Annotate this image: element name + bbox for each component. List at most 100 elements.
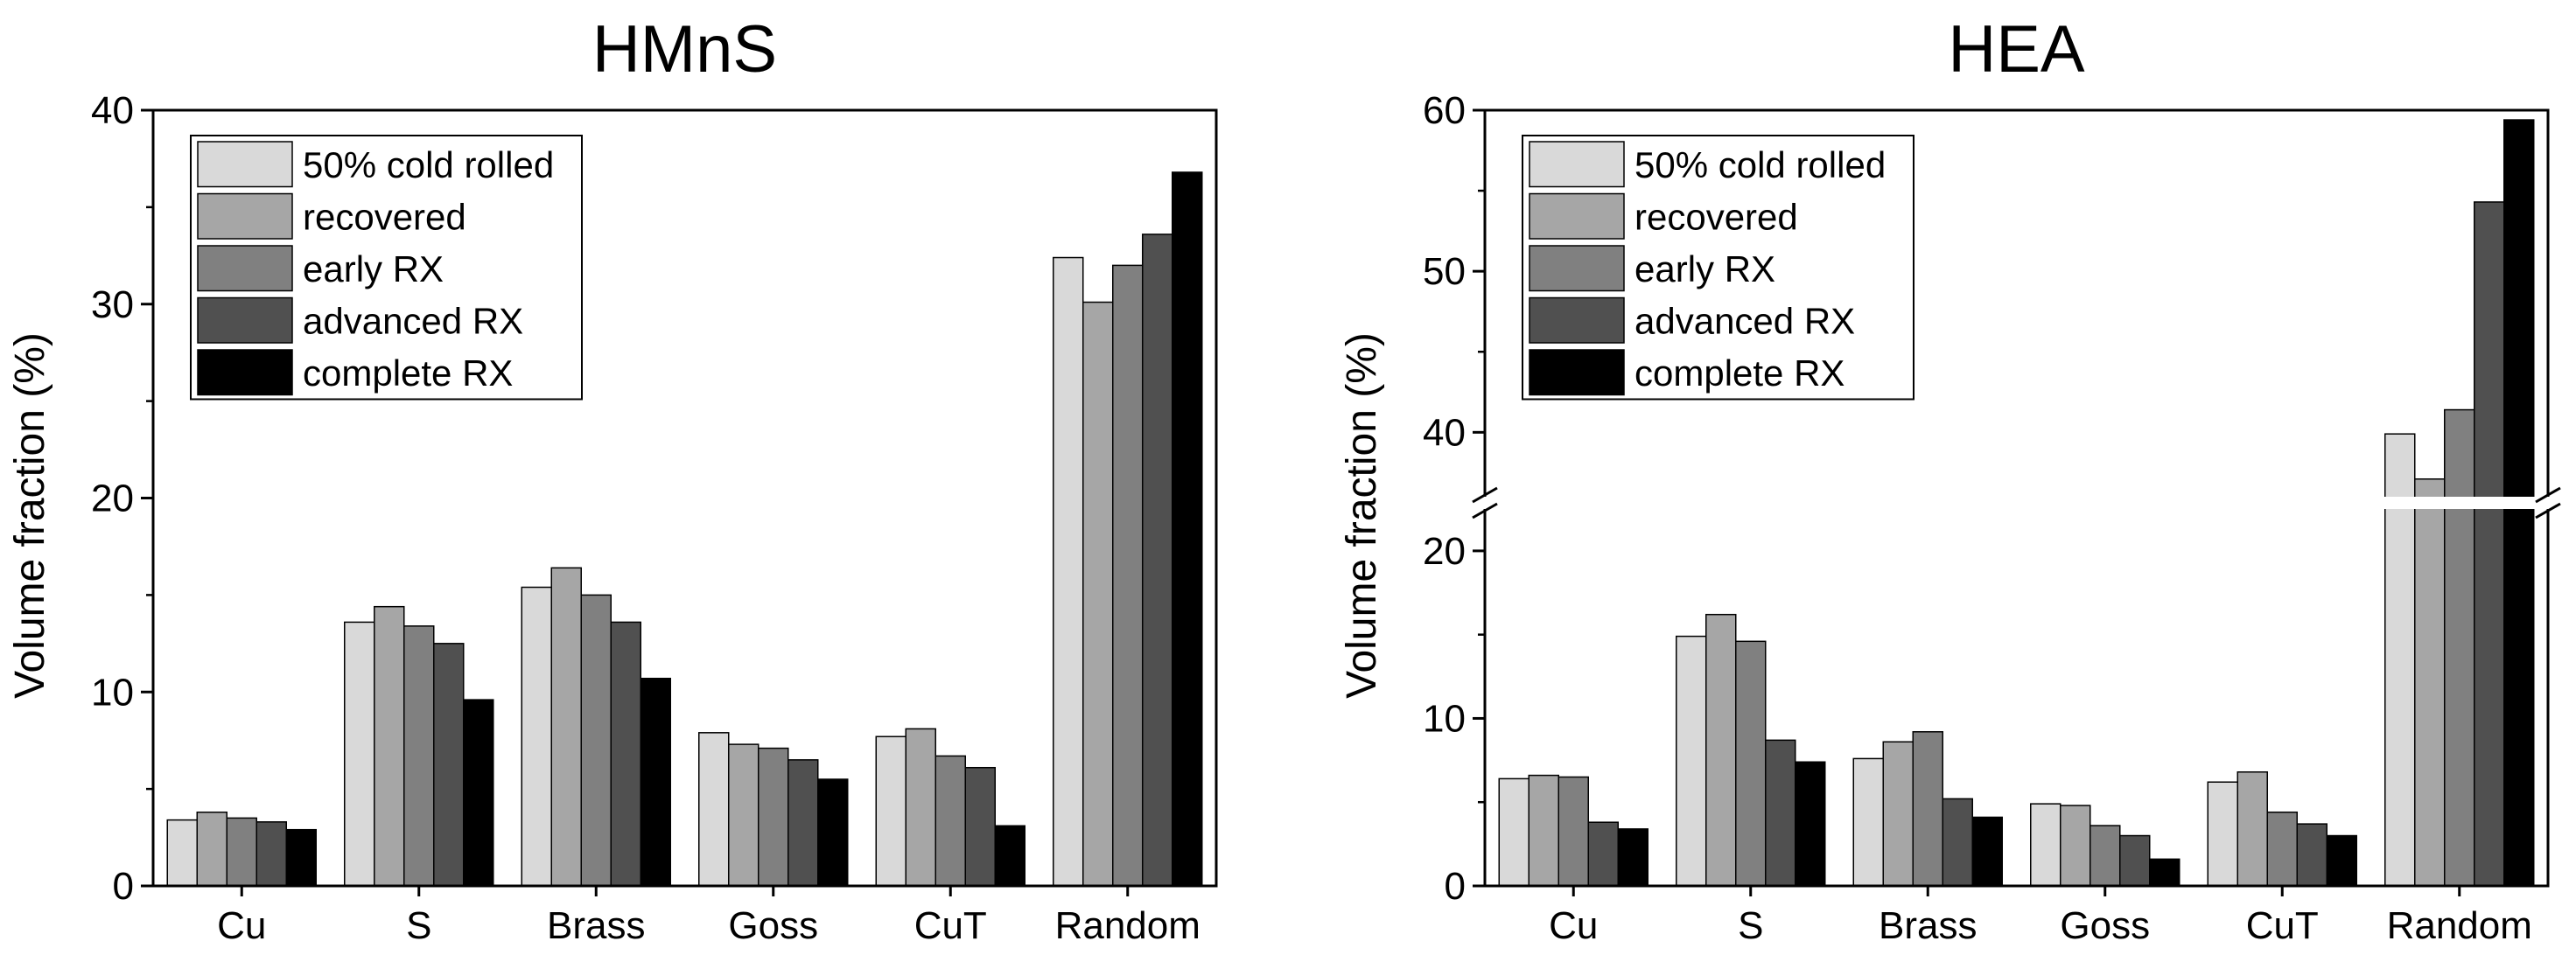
bar-hmns-cut-s1 [905, 728, 936, 887]
x-tick-label: S [1738, 904, 1763, 947]
x-tick-label: Random [1055, 904, 1200, 947]
x-tick-label: Brass [1879, 904, 1977, 947]
bar-hea-random-s3 [2474, 201, 2505, 887]
legend-label: recovered [303, 196, 466, 237]
y-tick-label: 20 [1423, 530, 1466, 573]
legend-label: 50% cold rolled [303, 144, 554, 185]
bar-hmns-s-s0 [344, 621, 375, 887]
axis-break-mark [1472, 486, 1498, 504]
bar-hmns-random-s0 [1053, 256, 1084, 887]
bar-hea-cut-s3 [2296, 823, 2328, 887]
y-tick-label: 0 [113, 865, 134, 908]
y-tick-label: 50 [1423, 250, 1466, 293]
bar-hea-brass-s4 [1971, 816, 2003, 887]
bar-hmns-goss-s3 [788, 759, 819, 887]
y-tick-label: 10 [1423, 697, 1466, 740]
bar-hmns-cut-s4 [994, 825, 1026, 887]
bar-hmns-brass-s0 [521, 586, 552, 887]
legend-swatch [197, 192, 293, 240]
x-tick-label: Cu [1549, 904, 1598, 947]
bar-hmns-cu-s0 [166, 819, 198, 887]
bar-hmns-random-s4 [1172, 171, 1203, 887]
y-tick-label: 10 [91, 671, 134, 714]
y-tick-label: 40 [91, 89, 134, 132]
chart-title: HEA [1948, 12, 2085, 87]
bar-hea-goss-s4 [2149, 858, 2180, 887]
bar-hmns-cut-s2 [934, 755, 966, 887]
bar-hea-cu-s4 [1617, 828, 1648, 887]
y-tick-label: 40 [1423, 411, 1466, 454]
plot-frame-upper [1483, 108, 2550, 497]
bar-hea-s-s4 [1795, 761, 1826, 887]
axis-break-mark [1472, 502, 1498, 519]
bar-hea-cut-s4 [2326, 834, 2357, 887]
legend-label: recovered [1634, 196, 1798, 237]
x-tick-label: Random [2387, 904, 2532, 947]
bar-hea-random-s1 [2414, 478, 2446, 887]
bar-hmns-cu-s3 [256, 821, 287, 887]
bar-hea-goss-s2 [2090, 825, 2121, 887]
bar-hea-cu-s1 [1528, 774, 1559, 887]
bar-hmns-s-s3 [433, 643, 465, 887]
legend-label: 50% cold rolled [1634, 144, 1886, 185]
bar-hea-goss-s0 [2030, 803, 2062, 887]
legend-swatch [197, 296, 293, 344]
x-tick-label: Cu [217, 904, 266, 947]
bar-hmns-s-s2 [403, 625, 435, 887]
x-tick-label: Goss [728, 904, 818, 947]
bar-hea-s-s0 [1676, 635, 1707, 887]
bar-hmns-goss-s4 [817, 778, 849, 887]
bar-hea-goss-s3 [2119, 834, 2151, 887]
legend-swatch [1529, 192, 1625, 240]
bar-hmns-goss-s0 [698, 732, 730, 887]
x-tick-label: CuT [914, 904, 987, 947]
legend-swatch [197, 245, 293, 292]
bar-hea-cut-s2 [2266, 811, 2298, 887]
bar-hmns-random-s3 [1142, 234, 1173, 887]
bar-hmns-random-s2 [1112, 264, 1144, 887]
bar-hea-s-s1 [1705, 613, 1737, 887]
axis-break-gap [1480, 497, 2553, 509]
x-tick-label: Brass [547, 904, 645, 947]
x-tick-label: Goss [2060, 904, 2150, 947]
legend-label: advanced RX [1634, 300, 1855, 341]
y-axis-label: Volume fraction (%) [1339, 332, 1385, 699]
bar-hmns-cu-s2 [226, 817, 257, 887]
bar-hea-brass-s0 [1852, 757, 1884, 887]
axis-break-mark [2535, 502, 2561, 519]
bar-hea-cu-s2 [1558, 776, 1589, 887]
x-tick-label: CuT [2246, 904, 2319, 947]
bar-hmns-cu-s1 [196, 811, 228, 887]
bar-hmns-cut-s0 [875, 735, 906, 887]
bar-hmns-s-s4 [463, 699, 494, 887]
x-tick-label: S [406, 904, 431, 947]
bar-hmns-brass-s1 [550, 567, 582, 887]
y-tick-label: 30 [91, 283, 134, 326]
bar-hea-cut-s0 [2207, 781, 2238, 887]
legend-swatch [1529, 349, 1625, 396]
legend-label: complete RX [303, 352, 513, 394]
y-tick-label: 20 [91, 478, 134, 520]
legend-label: advanced RX [303, 300, 523, 341]
y-axis-label: Volume fraction (%) [7, 332, 53, 699]
chart-title: HMnS [592, 12, 777, 87]
bar-hmns-goss-s1 [728, 743, 760, 887]
legend-swatch [1529, 141, 1625, 188]
bar-hmns-brass-s4 [640, 677, 671, 887]
y-tick-label: 60 [1423, 89, 1466, 132]
bar-hmns-goss-s2 [758, 747, 789, 887]
bar-hea-brass-s2 [1912, 731, 1943, 887]
legend-swatch [1529, 296, 1625, 344]
axis-break-mark [2535, 486, 2561, 504]
plot-frame-lower [1483, 509, 2550, 888]
bar-hea-cu-s0 [1498, 777, 1530, 887]
legend-swatch [197, 141, 293, 188]
bar-hea-brass-s1 [1882, 741, 1914, 887]
legend-label: early RX [1634, 248, 1775, 289]
bar-hea-cut-s1 [2236, 770, 2268, 887]
bar-hmns-s-s1 [374, 605, 405, 887]
legend-swatch [1529, 245, 1625, 292]
legend-swatch [197, 349, 293, 396]
bar-hmns-brass-s3 [610, 621, 641, 887]
